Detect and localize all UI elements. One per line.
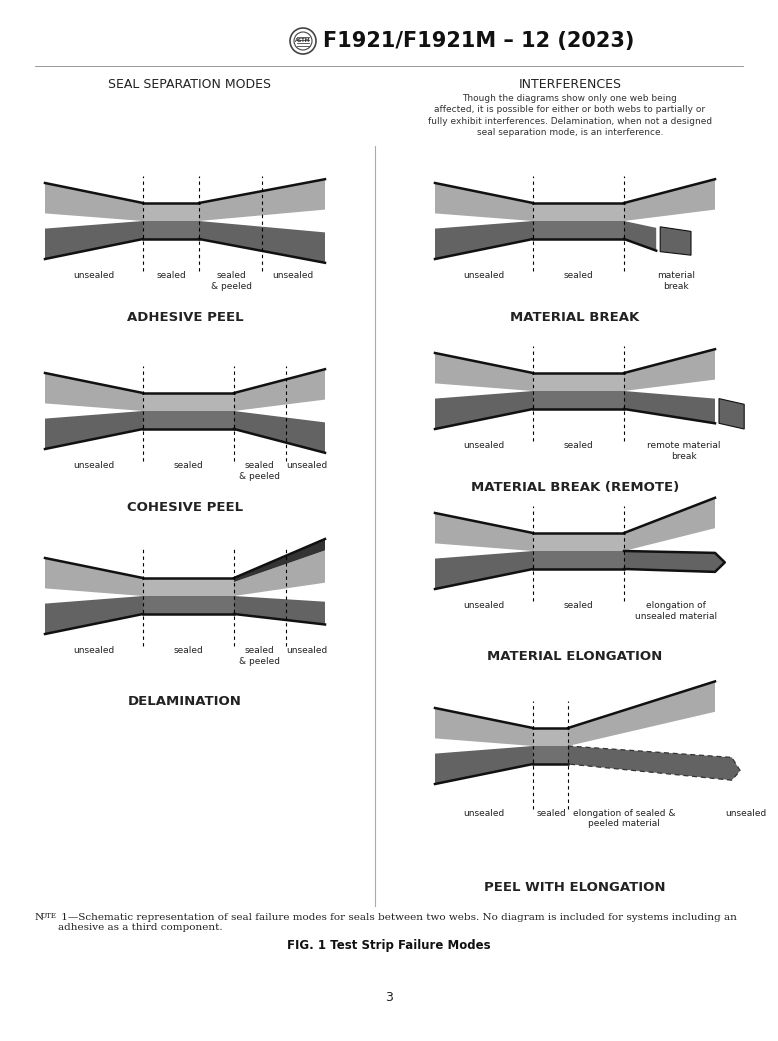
Polygon shape	[624, 391, 715, 424]
Polygon shape	[661, 227, 691, 255]
Polygon shape	[45, 183, 143, 221]
Polygon shape	[143, 596, 234, 614]
Polygon shape	[143, 578, 234, 596]
Text: MATERIAL ELONGATION: MATERIAL ELONGATION	[487, 650, 663, 663]
Polygon shape	[435, 513, 533, 551]
Polygon shape	[533, 221, 624, 239]
Text: elongation of
unsealed material: elongation of unsealed material	[635, 602, 717, 620]
Polygon shape	[719, 399, 745, 429]
Polygon shape	[234, 596, 325, 625]
Text: INTERFERENCES: INTERFERENCES	[518, 78, 622, 91]
Text: PEEL WITH ELONGATION: PEEL WITH ELONGATION	[484, 881, 666, 894]
Polygon shape	[234, 411, 325, 453]
Polygon shape	[435, 746, 533, 784]
Polygon shape	[568, 746, 740, 780]
Polygon shape	[234, 370, 325, 411]
Polygon shape	[234, 551, 325, 596]
Polygon shape	[435, 183, 533, 221]
Text: unsealed: unsealed	[464, 809, 505, 818]
Polygon shape	[624, 221, 656, 251]
Polygon shape	[533, 203, 624, 221]
Text: sealed: sealed	[156, 272, 186, 280]
Polygon shape	[143, 393, 234, 411]
Polygon shape	[533, 373, 624, 391]
Text: FIG. 1 Test Strip Failure Modes: FIG. 1 Test Strip Failure Modes	[287, 939, 491, 953]
Polygon shape	[435, 551, 533, 589]
Text: OTE: OTE	[41, 912, 57, 920]
Polygon shape	[533, 391, 624, 409]
Text: unsealed: unsealed	[464, 602, 505, 610]
Polygon shape	[624, 179, 715, 221]
Text: elongation of sealed &
peeled material: elongation of sealed & peeled material	[573, 809, 675, 829]
Text: remote material
break: remote material break	[647, 441, 721, 461]
Text: MATERIAL BREAK (REMOTE): MATERIAL BREAK (REMOTE)	[471, 481, 679, 494]
Text: ASTM: ASTM	[295, 39, 311, 44]
Text: unsealed: unsealed	[464, 272, 505, 280]
Polygon shape	[435, 708, 533, 746]
Polygon shape	[624, 551, 725, 572]
Text: unsealed: unsealed	[73, 461, 114, 471]
Text: unsealed: unsealed	[286, 461, 328, 471]
Text: Though the diagrams show only one web being
affected, it is possible for either : Though the diagrams show only one web be…	[428, 94, 712, 137]
Polygon shape	[234, 539, 325, 582]
Polygon shape	[45, 411, 143, 449]
Text: sealed
& peeled: sealed & peeled	[240, 461, 280, 481]
Text: DELAMINATION: DELAMINATION	[128, 695, 242, 708]
Polygon shape	[435, 391, 533, 429]
Text: unsealed: unsealed	[73, 646, 114, 656]
Polygon shape	[533, 551, 624, 569]
Polygon shape	[199, 179, 325, 221]
Polygon shape	[435, 221, 533, 259]
Polygon shape	[143, 221, 199, 239]
Text: sealed: sealed	[536, 809, 566, 818]
Polygon shape	[624, 349, 715, 391]
Polygon shape	[199, 221, 325, 262]
Text: sealed: sealed	[173, 461, 203, 471]
Text: unsealed: unsealed	[725, 809, 766, 818]
Text: 3: 3	[385, 991, 393, 1004]
Polygon shape	[45, 373, 143, 411]
Text: sealed
& peeled: sealed & peeled	[240, 646, 280, 666]
Polygon shape	[143, 411, 234, 429]
Text: SEAL SEPARATION MODES: SEAL SEPARATION MODES	[108, 78, 272, 91]
Text: sealed: sealed	[563, 441, 594, 451]
Text: N: N	[35, 913, 44, 922]
Text: unsealed: unsealed	[73, 272, 114, 280]
Text: sealed: sealed	[563, 602, 594, 610]
Text: unsealed: unsealed	[286, 646, 328, 656]
Polygon shape	[533, 728, 568, 746]
Text: COHESIVE PEEL: COHESIVE PEEL	[127, 501, 243, 514]
Polygon shape	[533, 533, 624, 551]
Text: 1—Schematic representation of seal failure modes for seals between two webs. No : 1—Schematic representation of seal failu…	[58, 913, 737, 933]
Polygon shape	[568, 682, 715, 746]
Polygon shape	[624, 498, 715, 551]
Text: material
break: material break	[657, 272, 695, 290]
Text: unsealed: unsealed	[272, 272, 314, 280]
Text: sealed
& peeled: sealed & peeled	[211, 272, 252, 290]
Polygon shape	[435, 353, 533, 391]
Text: sealed: sealed	[563, 272, 594, 280]
Polygon shape	[45, 596, 143, 634]
Polygon shape	[143, 203, 199, 221]
Text: sealed: sealed	[173, 646, 203, 656]
Text: MATERIAL BREAK: MATERIAL BREAK	[510, 311, 640, 324]
Text: unsealed: unsealed	[464, 441, 505, 451]
Text: F1921/F1921M – 12 (2023): F1921/F1921M – 12 (2023)	[323, 31, 634, 51]
Polygon shape	[45, 558, 143, 596]
Text: ADHESIVE PEEL: ADHESIVE PEEL	[127, 311, 244, 324]
Polygon shape	[45, 221, 143, 259]
Polygon shape	[533, 746, 568, 764]
